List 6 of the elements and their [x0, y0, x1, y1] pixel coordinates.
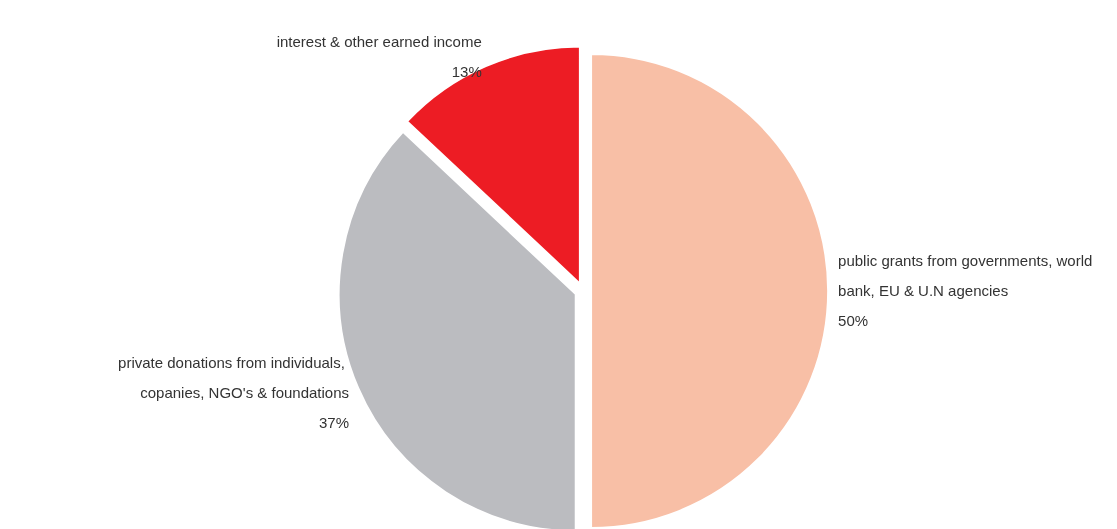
data-label: 50% — [838, 312, 869, 330]
data-label: 37% — [319, 413, 350, 431]
slice-label: public grants from governments, world bank, EU & U.N agencies — [838, 252, 1097, 300]
slice-label: private donations from individuals, copanies, NGO's & foundations — [118, 353, 350, 401]
slice-label: interest & other earned income — [276, 33, 482, 51]
data-label: 13% — [451, 63, 482, 81]
